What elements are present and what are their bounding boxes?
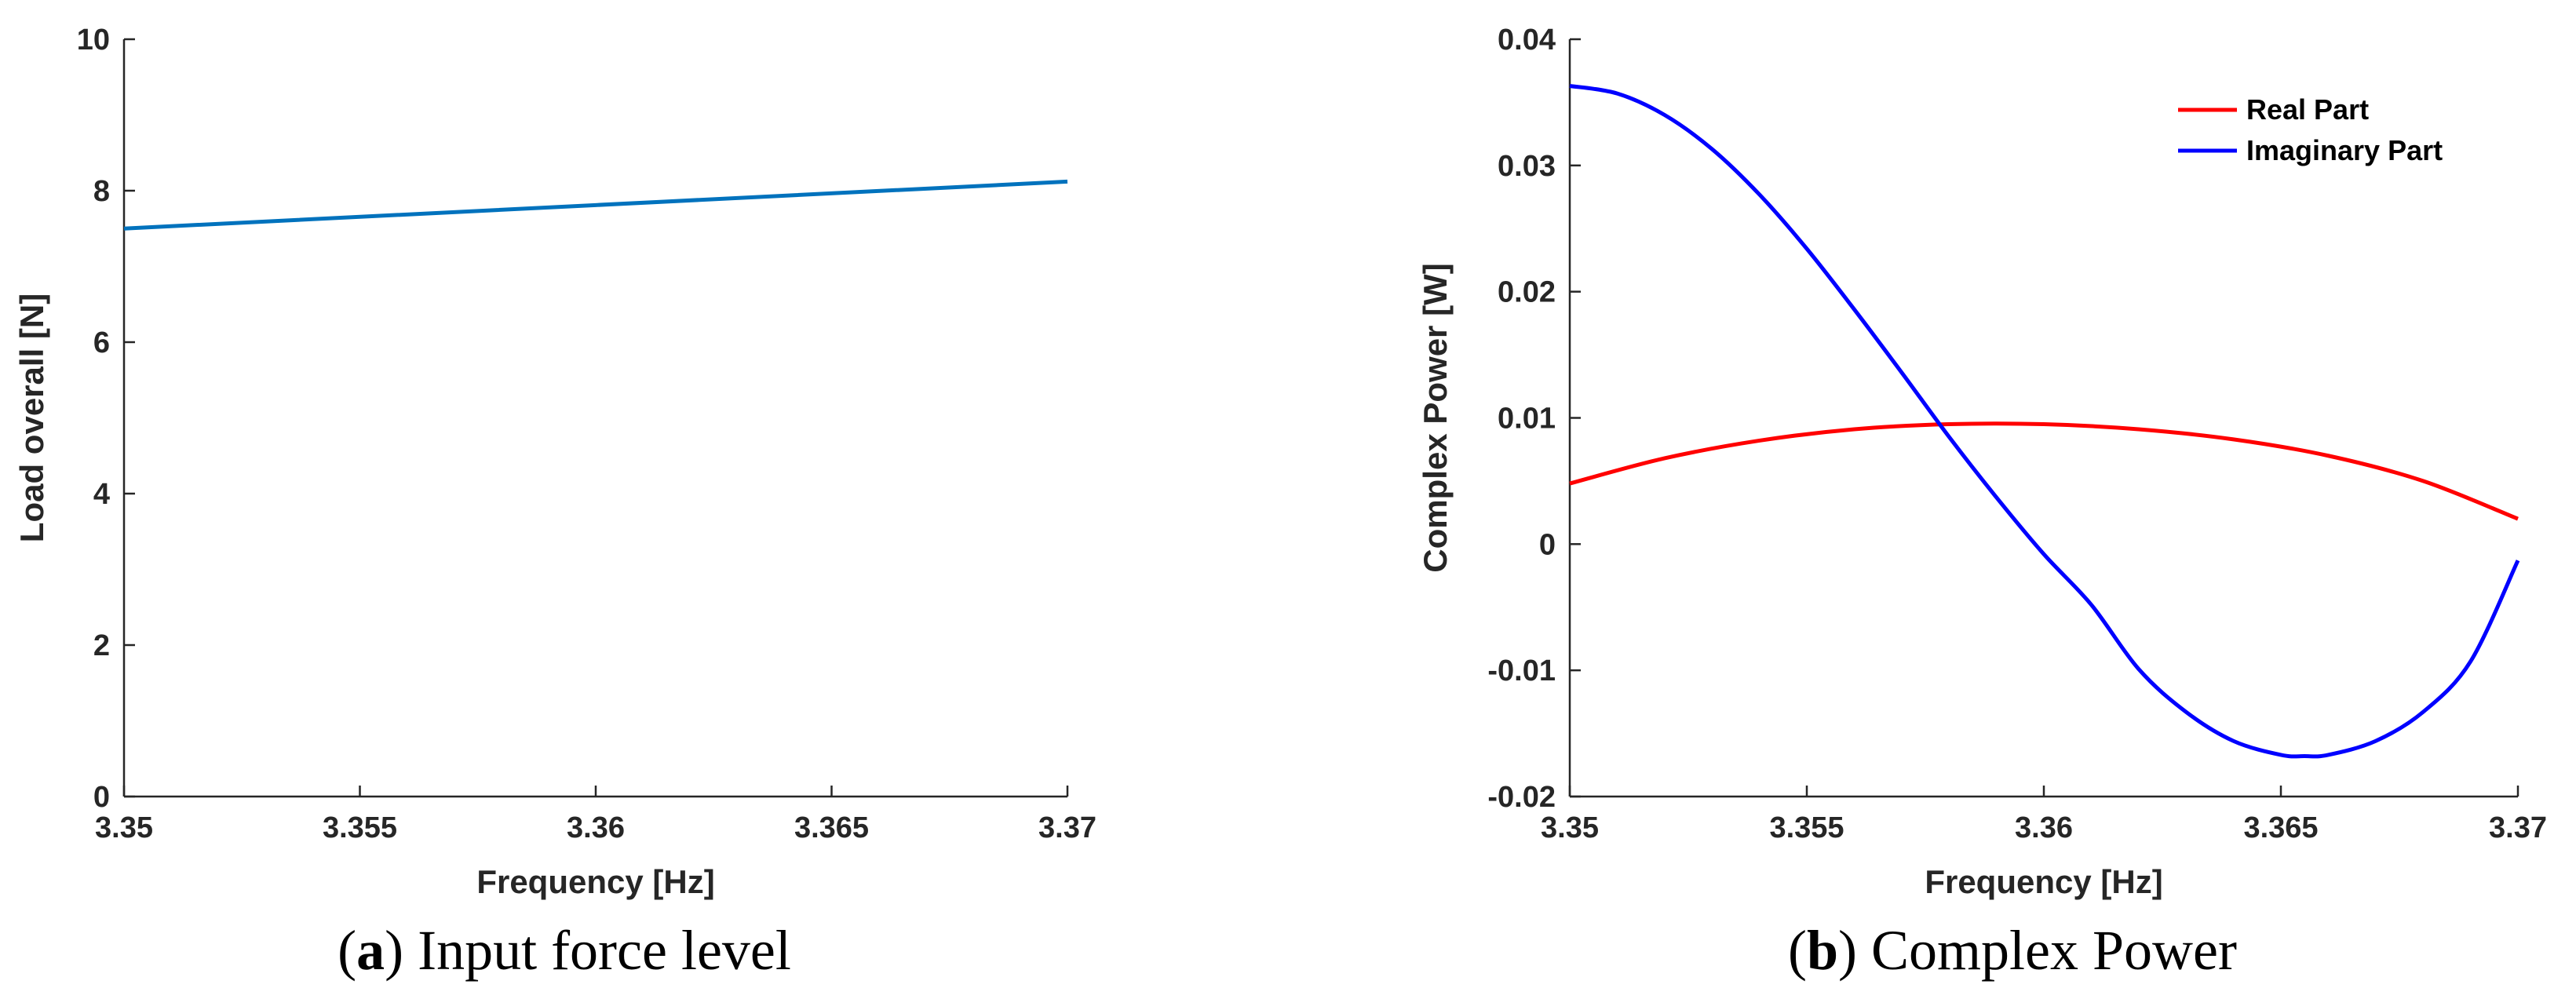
caption-text: Input force level	[418, 919, 791, 982]
caption-letter: b	[1807, 919, 1838, 982]
y-tick-label: 0.03	[1498, 150, 1556, 183]
y-tick-label: 4	[93, 478, 110, 511]
x-tick-label: 3.355	[323, 811, 397, 844]
x-tick-label: 3.365	[2243, 811, 2318, 844]
x-tick-label: 3.37	[1038, 811, 1096, 844]
chart-complex-power: 3.35 3.355 3.36 3.365 3.37 -0.02 -0.01 0 0.01 0.0…	[1417, 24, 2547, 982]
x-axis-label: Frequency [Hz]	[476, 863, 714, 900]
y-tick-label: 6	[93, 326, 110, 359]
x-tick-label: 3.36	[2015, 811, 2073, 844]
x-tick-label: 3.36	[567, 811, 625, 844]
y-tick-label: -0.02	[1487, 781, 1556, 814]
chart-input-force-level: 3.35 3.355 3.36 3.365 3.37 0 2 4 6 8 10 Frequency […	[13, 24, 1096, 982]
x-tick-label: 3.355	[1769, 811, 1844, 844]
y-tick-label: 2	[93, 629, 110, 662]
legend-label-imaginary-part: Imaginary Part	[2246, 134, 2443, 166]
y-tick-label: 8	[93, 175, 110, 208]
x-tick-label: 3.365	[794, 811, 869, 844]
y-tick-label: 10	[77, 24, 110, 57]
y-axis-label: Complex Power [W]	[1417, 263, 1454, 572]
y-tick-label: 0.01	[1498, 403, 1556, 436]
figure-caption: (b) Complex Power	[1788, 919, 2237, 982]
caption-letter: a	[356, 919, 385, 982]
series-line-load-overall	[123, 179, 1068, 231]
y-tick-label: 0	[93, 781, 110, 814]
y-axis-label: Load overall [N]	[13, 294, 50, 542]
x-tick-label: 3.35	[95, 811, 153, 844]
x-tick-label: 3.35	[1541, 811, 1599, 844]
caption-text: Complex Power	[1871, 919, 2237, 982]
y-tick-label: -0.01	[1487, 654, 1556, 687]
y-tick-label: 0	[1539, 528, 1556, 561]
series-line-imaginary-part	[1569, 84, 2520, 759]
series-line-real-part	[1569, 421, 2519, 521]
y-tick-label: 0.04	[1498, 24, 1556, 57]
figure-caption: (a) Input force level	[338, 919, 791, 982]
legend-label-real-part: Real Part	[2246, 93, 2369, 126]
x-axis-label: Frequency [Hz]	[1925, 863, 2162, 900]
y-tick-label: 0.02	[1498, 276, 1556, 309]
x-tick-label: 3.37	[2489, 811, 2547, 844]
